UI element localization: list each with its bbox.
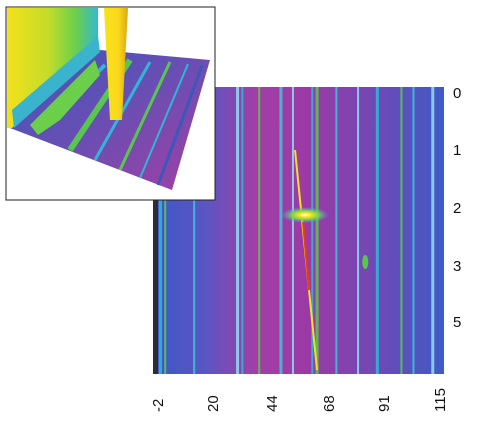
surface-inset xyxy=(5,6,216,201)
surface-wall-edge xyxy=(12,36,100,128)
heatmap-bright-line xyxy=(279,87,283,374)
x-axis-ticks: -2 20 44 68 91 115 xyxy=(150,388,449,412)
heatmap-bright-line xyxy=(335,87,338,374)
heatmap-lines xyxy=(158,87,435,374)
x-tick-label: 44 xyxy=(264,395,281,412)
x-tick-label: 68 xyxy=(321,395,338,412)
heatmap-bright-line xyxy=(236,87,240,374)
y-tick-label: 2 xyxy=(453,200,461,217)
y-axis-ticks: 0 1 2 3 5 xyxy=(453,85,461,331)
y-tick-label: 0 xyxy=(453,85,461,102)
heatmap-bright-line xyxy=(158,200,162,374)
heatmap-bright-line xyxy=(315,87,319,374)
heatmap-dark-edge xyxy=(153,200,158,374)
heatmap-bright-line xyxy=(164,200,167,374)
surface-spike xyxy=(104,8,128,120)
surface-stripe xyxy=(156,65,204,186)
heatmap-hotspot-group xyxy=(281,149,369,371)
surface-stripe xyxy=(139,63,189,179)
heatmap-bright-line xyxy=(375,87,379,374)
heatmap-bright-line xyxy=(291,87,294,374)
heatmap-bright-line xyxy=(400,87,403,374)
heatmap-bright-line xyxy=(311,87,314,374)
x-tick-label: 20 xyxy=(205,395,222,412)
surface-stripe xyxy=(93,61,152,161)
x-tick-label: 115 xyxy=(432,388,449,412)
x-tick-label: -2 xyxy=(150,399,167,412)
heatmap-bright-line xyxy=(241,87,244,374)
y-tick-label: 3 xyxy=(453,258,461,275)
surface-stripe xyxy=(118,61,172,171)
heatmap-bright-line xyxy=(258,87,261,374)
heatmap-bright-line xyxy=(193,200,196,374)
heatmap-bright-line xyxy=(431,87,435,374)
y-tick-label: 1 xyxy=(453,142,461,159)
x-tick-label: 91 xyxy=(376,395,393,412)
heatmap-streak-core xyxy=(302,221,311,291)
heatmap-bright-line xyxy=(412,87,415,374)
surface-green-ridge xyxy=(30,60,100,135)
heatmap-minor-spot xyxy=(362,255,369,269)
heatmap-bright-line xyxy=(357,87,360,374)
y-tick-label: 5 xyxy=(453,314,461,331)
heatmap-hotspot xyxy=(281,207,330,223)
